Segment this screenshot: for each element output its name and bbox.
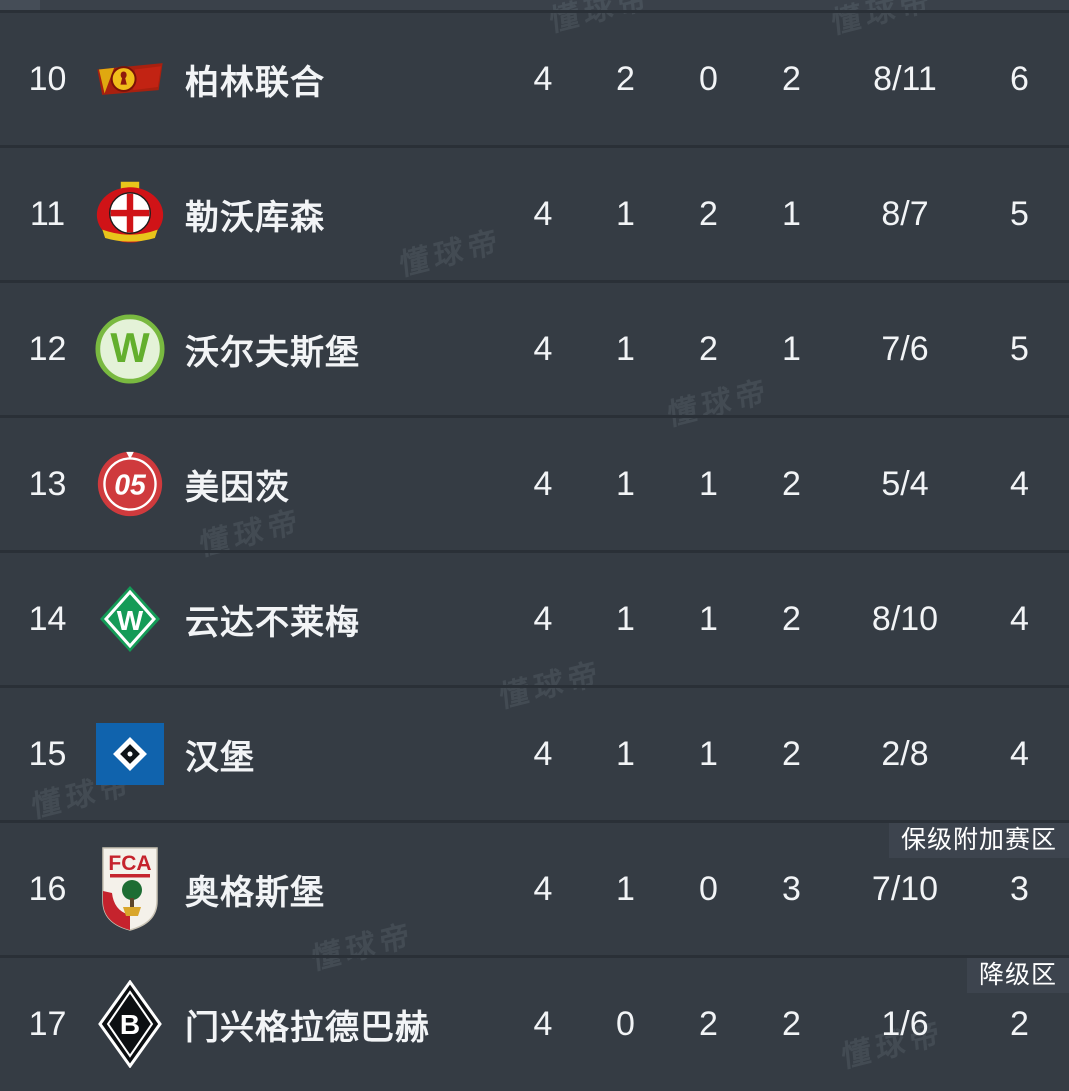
augsburg-logo-icon: FCA [95, 845, 165, 933]
goals: 7/10 [871, 869, 939, 908]
played: 4 [533, 869, 553, 908]
team-name: 汉堡 [185, 738, 255, 777]
rank: 17 [28, 1004, 67, 1043]
rank: 10 [28, 59, 67, 98]
won: 1 [616, 464, 635, 503]
team-name: 美因茨 [185, 468, 290, 507]
played: 4 [533, 194, 553, 233]
points: 3 [1010, 869, 1029, 908]
won: 1 [616, 869, 635, 908]
rank: 11 [29, 194, 66, 233]
rank: 15 [28, 734, 67, 773]
points: 4 [1010, 734, 1029, 773]
augsburg-letters: FCA [108, 852, 151, 875]
team-name: 勒沃库森 [185, 198, 325, 237]
team-name: 奥格斯堡 [185, 873, 325, 912]
drawn: 0 [699, 869, 718, 908]
gladbach-logo-icon: B [95, 980, 165, 1068]
goals: 1/6 [881, 1004, 929, 1043]
lost: 2 [782, 464, 801, 503]
hamburg-logo-icon [95, 723, 165, 785]
drawn: 1 [699, 734, 718, 773]
werder-letter: W [117, 605, 144, 636]
drawn: 2 [699, 329, 718, 368]
points: 2 [1010, 1004, 1029, 1043]
union-berlin-logo-icon [95, 55, 165, 103]
lost: 2 [782, 734, 801, 773]
team-name: 门兴格拉德巴赫 [185, 1008, 430, 1047]
table-row[interactable]: 11 勒沃库森 4 1 2 1 8/7 5 [0, 145, 1069, 280]
rank: 13 [28, 464, 67, 503]
table-row[interactable]: 13 05 美因茨 4 1 1 2 5/4 4 [0, 415, 1069, 550]
goals: 2/8 [881, 734, 929, 773]
lost: 3 [782, 869, 801, 908]
drawn: 2 [699, 194, 718, 233]
mainz-05-logo-icon: 05 [95, 447, 165, 521]
table-row[interactable]: 14 W 云达不莱梅 4 1 1 2 8/10 4 [0, 550, 1069, 685]
bayer-leverkusen-logo-icon [95, 176, 165, 252]
lost: 1 [782, 329, 801, 368]
won: 0 [616, 1004, 635, 1043]
points: 5 [1010, 194, 1029, 233]
points: 4 [1010, 599, 1029, 638]
goals: 7/6 [881, 329, 929, 368]
drawn: 1 [699, 464, 718, 503]
team-name: 柏林联合 [185, 63, 325, 102]
played: 4 [533, 464, 553, 503]
drawn: 0 [699, 59, 718, 98]
lost: 1 [782, 194, 801, 233]
top-divider-strip [0, 0, 1069, 10]
won: 1 [616, 734, 635, 773]
won: 1 [616, 194, 635, 233]
table-row[interactable]: 保级附加赛区 16 FCA 奥格斯堡 4 1 0 3 7/10 3 [0, 820, 1069, 955]
goals: 5/4 [881, 464, 929, 503]
played: 4 [533, 599, 553, 638]
goals: 8/7 [881, 194, 929, 233]
team-name: 沃尔夫斯堡 [185, 333, 360, 372]
played: 4 [533, 59, 553, 98]
relegation-zone-badge: 降级区 [966, 958, 1069, 993]
wolfsburg-letter: W [110, 324, 150, 371]
won: 1 [616, 329, 635, 368]
played: 4 [533, 734, 553, 773]
standings-rows: 10 柏林联合 4 2 0 2 8/11 6 11 [0, 10, 1069, 1090]
table-row[interactable]: 降级区 17 B 门兴格拉德巴赫 4 0 2 2 1/6 2 [0, 955, 1069, 1090]
points: 4 [1010, 464, 1029, 503]
lost: 2 [782, 599, 801, 638]
played: 4 [533, 1004, 553, 1043]
drawn: 1 [699, 599, 718, 638]
won: 2 [616, 59, 635, 98]
drawn: 2 [699, 1004, 718, 1043]
rank: 12 [28, 329, 67, 368]
goals: 8/10 [871, 599, 939, 638]
points: 6 [1010, 59, 1029, 98]
points: 5 [1010, 329, 1029, 368]
table-row[interactable]: 15 汉堡 4 1 1 2 2/8 4 [0, 685, 1069, 820]
wolfsburg-logo-icon: W [95, 312, 165, 386]
relegation-playoff-zone-badge: 保级附加赛区 [888, 823, 1069, 858]
lost: 2 [782, 59, 801, 98]
werder-bremen-logo-icon: W [95, 584, 165, 654]
mainz-number: 05 [114, 469, 147, 501]
played: 4 [533, 329, 553, 368]
gladbach-letter: B [120, 1009, 140, 1040]
table-row[interactable]: 10 柏林联合 4 2 0 2 8/11 6 [0, 10, 1069, 145]
team-name: 云达不莱梅 [185, 603, 360, 642]
goals: 8/11 [873, 59, 937, 98]
rank: 14 [28, 599, 67, 638]
lost: 2 [782, 1004, 801, 1043]
won: 1 [616, 599, 635, 638]
rank: 16 [28, 869, 67, 908]
top-left-fragment [0, 0, 40, 11]
table-row[interactable]: 12 W 沃尔夫斯堡 4 1 2 1 7/6 5 [0, 280, 1069, 415]
